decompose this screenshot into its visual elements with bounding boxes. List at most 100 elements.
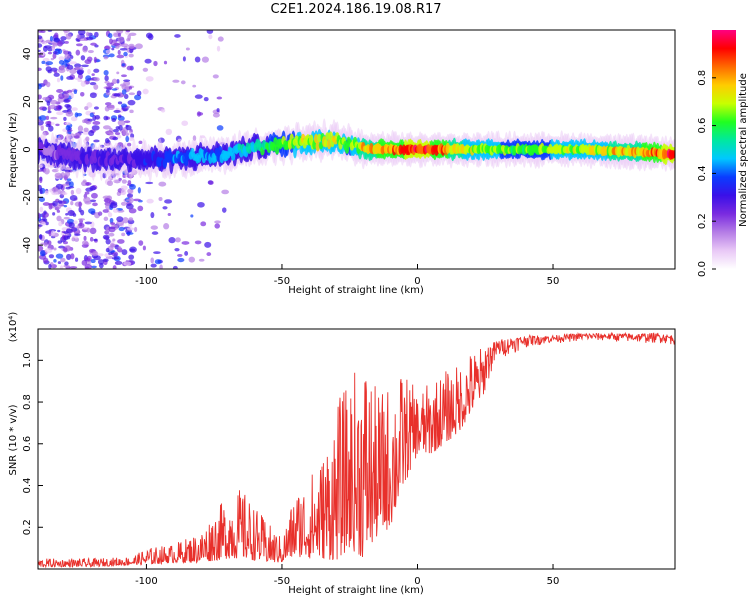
heatmap-ridge-cell bbox=[162, 158, 168, 169]
heatmap-speckle bbox=[56, 89, 64, 93]
heatmap-ridge-cell bbox=[217, 145, 223, 157]
heatmap-speckle bbox=[39, 206, 44, 213]
heatmap-speckle bbox=[136, 90, 142, 96]
heatmap-speckle bbox=[62, 192, 68, 196]
heatmap-speckle bbox=[38, 245, 44, 252]
heatmap-speckle bbox=[167, 213, 172, 216]
heatmap-speckle bbox=[44, 190, 49, 195]
heatmap-speckle bbox=[150, 257, 155, 264]
heatmap-speckle bbox=[50, 230, 56, 236]
heatmap-speckle bbox=[77, 30, 86, 36]
snr-x-tick-label: -50 bbox=[274, 576, 290, 587]
heatmap-speckle bbox=[188, 256, 196, 263]
heatmap-speckle bbox=[45, 61, 54, 66]
heatmap-speckle bbox=[38, 212, 41, 219]
heatmap-speckle bbox=[181, 241, 190, 245]
heatmap-speckle bbox=[105, 86, 113, 89]
heatmap-speckle bbox=[55, 253, 64, 259]
heatmap-speckle bbox=[123, 79, 131, 82]
heatmap-speckle bbox=[126, 227, 135, 231]
heatmap-speckle bbox=[133, 198, 141, 202]
heatmap-speckle bbox=[128, 92, 136, 96]
heatmap-speckle bbox=[77, 79, 83, 83]
heatmap-speckle bbox=[134, 94, 142, 101]
heatmap-speckle bbox=[119, 47, 128, 51]
heatmap-y-tick-label: 40 bbox=[22, 48, 33, 61]
snr-x-axis-label: Height of straight line (km) bbox=[288, 585, 424, 596]
snr-y-tick-label: 0.2 bbox=[22, 519, 33, 535]
heatmap-speckle bbox=[77, 125, 84, 132]
heatmap-speckle bbox=[128, 208, 137, 214]
heatmap-speckle bbox=[59, 265, 64, 269]
heatmap-speckle bbox=[49, 104, 57, 110]
heatmap-speckle bbox=[111, 47, 115, 51]
heatmap-speckle bbox=[163, 60, 168, 65]
heatmap-speckle bbox=[87, 49, 94, 54]
heatmap-speckle bbox=[70, 189, 75, 195]
heatmap-speckle bbox=[105, 91, 111, 96]
heatmap-speckle bbox=[129, 183, 136, 190]
heatmap-speckle bbox=[113, 109, 121, 113]
heatmap-speckle bbox=[204, 241, 212, 248]
heatmap-speckle bbox=[113, 93, 121, 97]
snr-x-tick-label: 50 bbox=[547, 576, 560, 587]
heatmap-speckle bbox=[125, 132, 129, 136]
heatmap-speckle bbox=[208, 34, 213, 40]
heatmap-speckle bbox=[75, 226, 80, 233]
heatmap-speckle bbox=[221, 189, 229, 195]
heatmap-speckle bbox=[104, 75, 109, 82]
heatmap-speckle bbox=[82, 240, 89, 246]
heatmap-speckle bbox=[194, 94, 203, 99]
heatmap-speckle bbox=[63, 99, 70, 103]
heatmap-speckle bbox=[116, 79, 120, 84]
heatmap-speckle bbox=[38, 119, 41, 123]
heatmap-speckle bbox=[68, 222, 75, 229]
heatmap-speckle bbox=[94, 31, 99, 38]
heatmap-speckle bbox=[66, 64, 74, 70]
heatmap-speckle bbox=[127, 193, 134, 199]
heatmap-speckle bbox=[111, 78, 118, 84]
heatmap-speckle bbox=[108, 232, 115, 237]
heatmap-speckle bbox=[103, 125, 111, 130]
colorbar-tick-label: 0.6 bbox=[697, 118, 708, 134]
colorbar-label: Normalized spectral amplitude bbox=[738, 73, 749, 227]
heatmap-speckle bbox=[185, 47, 190, 51]
heatmap-speckle bbox=[80, 80, 86, 87]
heatmap-speckle bbox=[153, 60, 158, 67]
heatmap-speckle bbox=[123, 51, 128, 57]
heatmap-speckle bbox=[65, 121, 72, 126]
heatmap-speckle bbox=[53, 247, 57, 251]
heatmap-speckle bbox=[56, 203, 62, 209]
heatmap-x-ticks: -100 -50 0 50 bbox=[135, 264, 559, 287]
heatmap-speckle bbox=[63, 204, 68, 208]
heatmap-speckle bbox=[88, 208, 96, 214]
heatmap-speckle bbox=[64, 261, 69, 266]
heatmap-speckle bbox=[114, 132, 121, 136]
heatmap-speckle bbox=[112, 136, 119, 141]
heatmap-speckle bbox=[137, 187, 141, 194]
heatmap-speckle bbox=[62, 30, 71, 33]
heatmap-speckle bbox=[208, 180, 214, 185]
heatmap-speckle bbox=[38, 94, 42, 100]
heatmap-speckle bbox=[125, 203, 134, 210]
heatmap-speckle bbox=[64, 171, 71, 177]
heatmap-speckle bbox=[69, 61, 77, 65]
heatmap-speckle bbox=[105, 238, 111, 245]
heatmap-ridge-cell bbox=[323, 139, 329, 148]
heatmap-speckle bbox=[117, 101, 123, 105]
heatmap-speckle bbox=[76, 34, 81, 40]
heatmap-speckle bbox=[84, 106, 89, 111]
heatmap-speckle bbox=[177, 138, 182, 142]
heatmap-speckle bbox=[45, 115, 50, 120]
heatmap-speckle bbox=[175, 237, 181, 243]
heatmap-speckle bbox=[84, 191, 90, 195]
heatmap-speckle bbox=[82, 46, 88, 53]
heatmap-speckle bbox=[50, 99, 58, 105]
colorbar-tick-label: 0.0 bbox=[697, 261, 708, 277]
heatmap-speckle bbox=[57, 261, 62, 265]
heatmap-y-ticks: -40 -20 0 20 40 bbox=[22, 48, 43, 253]
heatmap-speckle bbox=[111, 88, 118, 91]
heatmap-speckle bbox=[118, 125, 123, 131]
heatmap-speckle bbox=[53, 72, 60, 77]
heatmap-speckle bbox=[50, 122, 55, 125]
